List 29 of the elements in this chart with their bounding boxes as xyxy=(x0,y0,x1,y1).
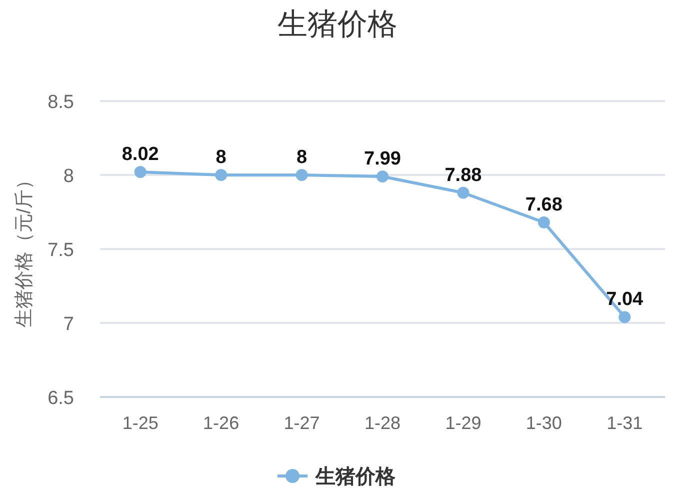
x-tick-label: 1-31 xyxy=(606,413,643,433)
legend-label: 生猪价格 xyxy=(314,466,396,488)
data-label: 7.88 xyxy=(444,164,482,186)
y-tick-label: 8.5 xyxy=(48,92,74,113)
y-tick-label: 7 xyxy=(63,314,74,335)
x-tick-label: 1-29 xyxy=(445,413,482,433)
data-label: 7.04 xyxy=(606,289,644,310)
y-tick-label: 7.5 xyxy=(48,240,74,261)
x-tick-label: 1-28 xyxy=(364,413,401,433)
x-tick-label: 1-26 xyxy=(203,413,240,433)
y-axis-title: 生猪价格（元/斤） xyxy=(14,170,35,328)
point xyxy=(376,170,388,182)
point xyxy=(296,169,308,181)
point xyxy=(134,166,146,178)
x-tick-label: 1-25 xyxy=(122,413,158,433)
point xyxy=(215,169,228,181)
data-label: 8 xyxy=(296,147,308,168)
y-tick-label: 8 xyxy=(63,166,74,187)
point xyxy=(457,186,470,199)
y-tick-label: 6.5 xyxy=(48,388,74,409)
point xyxy=(618,311,631,324)
chart-title: 生猪价格 xyxy=(278,8,398,41)
data-label: 8.02 xyxy=(122,144,159,166)
data-label: 8 xyxy=(216,147,226,168)
x-tick-label: 1-30 xyxy=(526,413,562,433)
data-label: 7.99 xyxy=(364,148,401,170)
point xyxy=(538,216,550,228)
data-label: 7.68 xyxy=(525,194,562,216)
x-tick-label: 1-27 xyxy=(284,413,320,433)
